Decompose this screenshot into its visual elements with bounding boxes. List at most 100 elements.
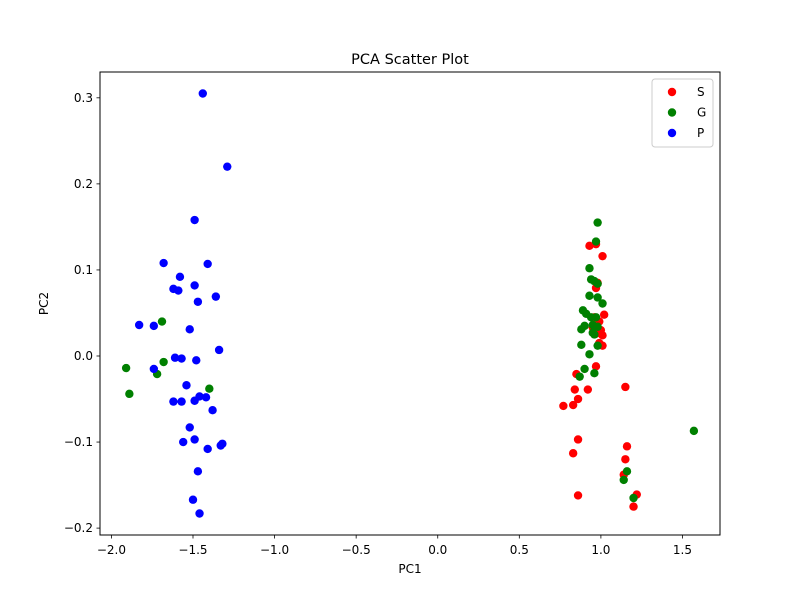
data-point-g	[590, 369, 599, 378]
data-point-g	[157, 317, 167, 326]
data-point-p	[134, 320, 144, 330]
data-point-g	[593, 218, 602, 227]
data-point-g	[591, 313, 601, 322]
data-point-g	[590, 330, 599, 339]
data-point-p	[193, 467, 203, 476]
data-point-s	[570, 385, 579, 394]
data-point-g	[593, 279, 602, 288]
data-point-p	[179, 437, 188, 447]
y-tick-label: 0.1	[74, 263, 93, 277]
data-point-s	[573, 491, 583, 500]
y-tick-label: −0.1	[64, 435, 93, 449]
x-tick-label: 0.5	[510, 543, 529, 557]
data-point-g	[585, 291, 594, 300]
data-point-s	[573, 435, 583, 444]
data-point-p	[190, 396, 199, 405]
data-point-p	[190, 215, 199, 225]
x-axis-label: PC1	[398, 562, 421, 576]
x-tick-label: −2.0	[97, 543, 126, 557]
plot-frame	[99, 71, 721, 536]
y-tick-label: −0.2	[64, 521, 93, 535]
data-point-g	[121, 363, 131, 373]
data-point-g	[598, 299, 607, 308]
data-point-p	[190, 435, 199, 444]
y-axis-label: PC2	[37, 292, 51, 315]
data-point-s	[599, 310, 609, 319]
data-point-p	[211, 292, 221, 301]
data-point-s	[598, 331, 607, 340]
legend-marker-s	[667, 87, 677, 97]
data-point-p	[203, 259, 212, 269]
legend-marker-g	[667, 108, 677, 117]
data-point-g	[585, 264, 594, 273]
data-point-s	[621, 382, 630, 392]
data-point-p	[195, 509, 204, 518]
scatter-points	[121, 89, 699, 518]
legend-label-p: P	[697, 126, 704, 140]
data-point-g	[629, 493, 638, 503]
data-point-p	[177, 354, 186, 363]
y-axis-ticks: −0.2 −0.1 0.0 0.1 0.2 0.3	[64, 91, 100, 535]
data-point-s	[621, 455, 630, 464]
data-point-p	[149, 364, 159, 374]
data-point-s	[598, 251, 607, 261]
data-point-p	[188, 495, 198, 504]
data-point-s	[568, 449, 578, 458]
x-tick-label: 1.0	[591, 543, 610, 557]
data-point-p	[193, 297, 203, 306]
data-point-p	[177, 397, 186, 406]
legend-marker-p	[667, 128, 677, 138]
data-point-p	[214, 345, 224, 355]
x-tick-label: −0.5	[342, 543, 371, 557]
data-point-p	[185, 325, 194, 334]
legend-label-s: S	[697, 85, 705, 99]
data-point-p	[223, 162, 232, 171]
data-point-s	[583, 385, 593, 394]
x-tick-label: 1.5	[673, 543, 692, 557]
y-tick-label: 0.3	[74, 91, 93, 105]
legend-box	[651, 78, 714, 148]
data-point-p	[190, 281, 199, 290]
x-tick-label: −1.0	[260, 543, 289, 557]
x-axis-ticks: −2.0 −1.5 −1.0 −0.5 0.0 0.5 1.0 1.5	[97, 535, 692, 557]
data-point-p	[149, 321, 159, 331]
data-point-s	[568, 400, 578, 410]
data-point-g	[593, 322, 602, 331]
data-point-p	[198, 89, 207, 98]
x-tick-label: −1.5	[178, 543, 207, 557]
data-point-p	[192, 356, 201, 365]
data-point-s	[622, 442, 632, 451]
data-point-p	[203, 444, 212, 454]
y-tick-label: 0.2	[74, 177, 93, 191]
data-point-p	[174, 286, 183, 295]
data-point-g	[125, 389, 134, 399]
data-point-g	[619, 475, 628, 485]
data-point-p	[182, 381, 191, 390]
data-point-s	[573, 394, 583, 404]
data-point-s	[629, 502, 638, 511]
legend: SGP	[651, 78, 714, 148]
data-point-g	[593, 341, 602, 350]
data-point-g	[591, 237, 601, 246]
x-tick-label: 0.0	[428, 543, 447, 557]
data-point-p	[201, 393, 211, 402]
data-point-s	[559, 401, 568, 411]
data-point-s	[585, 241, 594, 251]
data-point-p	[169, 397, 178, 406]
data-point-p	[185, 423, 194, 432]
data-point-g	[622, 467, 632, 476]
y-tick-label: 0.0	[74, 349, 93, 363]
data-point-g	[580, 364, 589, 374]
data-point-s	[591, 362, 601, 371]
data-point-p	[159, 258, 168, 268]
data-point-g	[689, 426, 699, 436]
data-point-g	[577, 325, 586, 334]
data-point-p	[170, 353, 180, 362]
data-point-g	[159, 357, 168, 367]
data-point-g	[585, 350, 594, 359]
data-point-p	[175, 272, 185, 282]
data-point-g	[575, 372, 584, 381]
data-point-g	[205, 384, 214, 393]
data-point-g	[593, 293, 602, 302]
